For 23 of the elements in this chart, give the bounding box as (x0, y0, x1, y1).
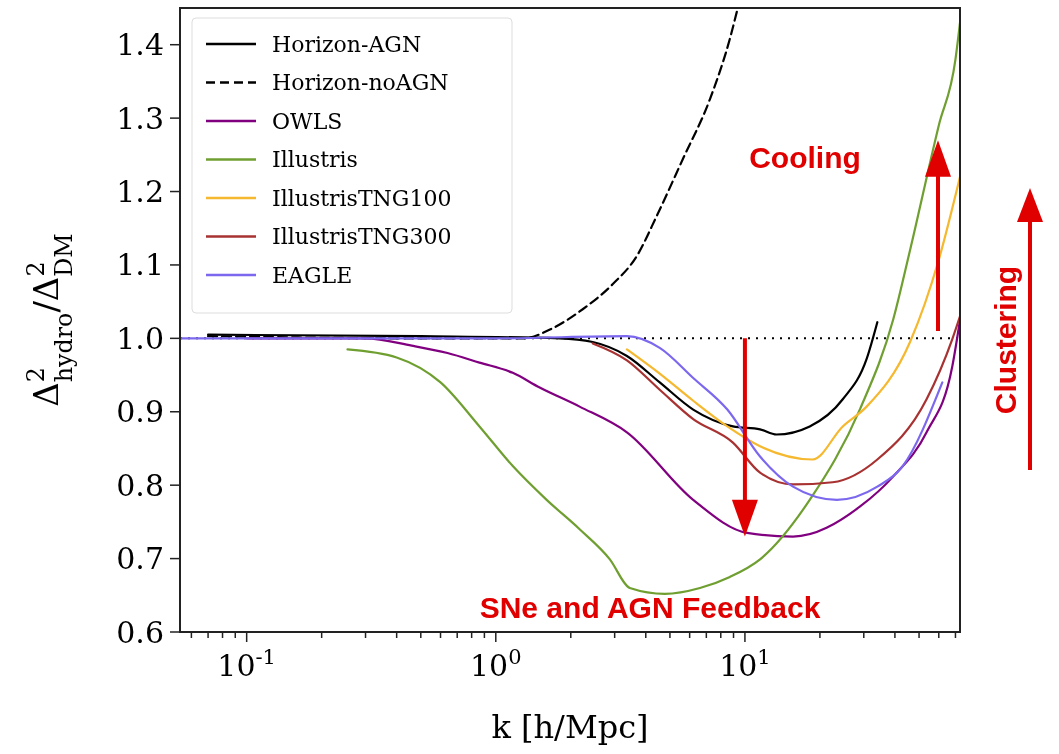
x-tick-label: 10$^{0}$ (470, 645, 522, 683)
y-tick-label: 0.7 (116, 541, 164, 577)
legend-label: Illustris (272, 147, 358, 173)
y-tick-label: 1.0 (116, 320, 164, 356)
y-tick-label: 1.1 (116, 247, 164, 283)
x-axis-title: k [h/Mpc] (491, 708, 649, 746)
annotation: SNe and AGN Feedback (479, 591, 821, 624)
annotation: Cooling (749, 141, 861, 174)
y-tick-label: 0.8 (116, 467, 164, 503)
legend-label: Horizon-noAGN (272, 70, 449, 96)
y-tick-label: 0.9 (116, 394, 164, 430)
x-tick-label: 10$^{1}$ (719, 645, 771, 683)
y-tick-label: 1.2 (116, 174, 164, 210)
text: Clustering (989, 265, 1022, 415)
y-tick-label: 1.4 (116, 27, 164, 63)
legend-label: EAGLE (272, 262, 353, 288)
x-tick-label: 10$^{-1}$ (217, 645, 276, 683)
legend-label: IllustrisTNG100 (272, 185, 452, 211)
legend-label: IllustrisTNG300 (272, 224, 452, 250)
y-tick-label: 0.6 (116, 614, 164, 650)
y-tick-label: 1.3 (116, 100, 164, 136)
legend-label: OWLS (272, 108, 343, 134)
legend-label: Horizon-AGN (272, 31, 422, 57)
